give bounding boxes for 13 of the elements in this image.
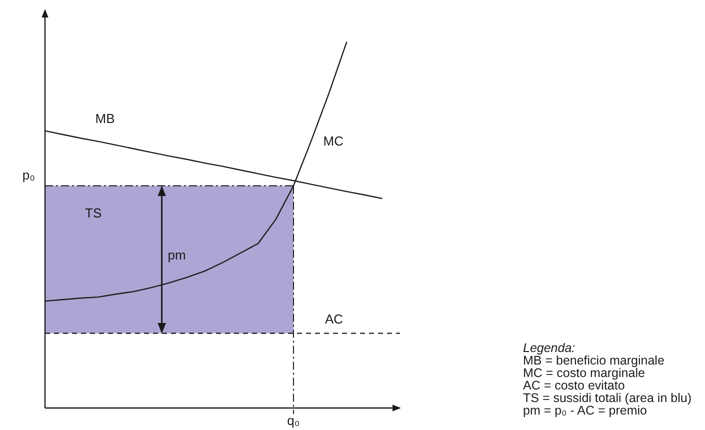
ref-line-label: p₀ — [22, 168, 35, 183]
band-label: TS — [85, 206, 102, 221]
series-label: MC — [323, 134, 344, 149]
text: TS = sussidi totali (area in blu) — [523, 391, 692, 405]
text: q₀ — [287, 413, 300, 428]
series-label: AC — [325, 311, 344, 326]
text: AC = costo evitato — [523, 378, 625, 392]
series-label: MB — [95, 110, 115, 126]
text: MC = costo marginale — [523, 366, 645, 380]
text: pm = p₀ - AC = premio — [523, 404, 648, 418]
text: MB = beneficio marginale — [523, 354, 664, 368]
annotation: pm — [168, 248, 186, 263]
text: Legenda: — [523, 341, 576, 355]
